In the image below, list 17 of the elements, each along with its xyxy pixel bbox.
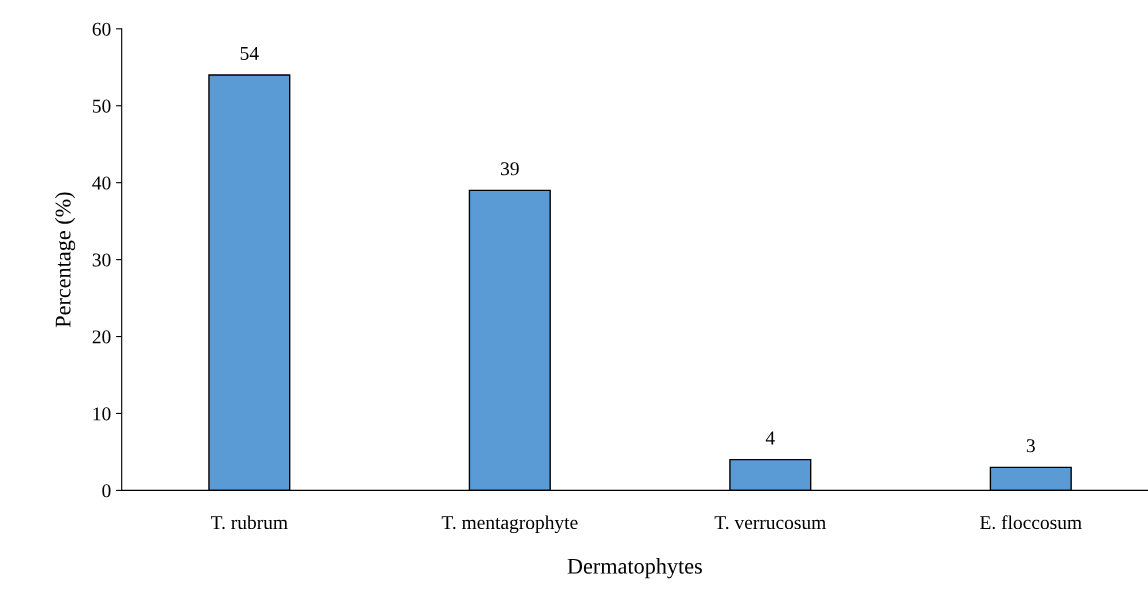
y-tick-label: 30	[92, 253, 111, 267]
x-tick-label: E. floccosum	[980, 515, 1082, 530]
data-label: 39	[501, 162, 519, 176]
y-tick-label: 10	[93, 407, 111, 421]
x-tick-label: T. mentagrophyte	[441, 515, 578, 534]
x-tick-label: T. verrucosum	[714, 516, 826, 530]
y-tick-label: 60	[92, 22, 111, 36]
data-label: 3	[1026, 439, 1035, 453]
y-tick-label: 20	[92, 330, 111, 344]
x-axis-title: Dermatophytes	[567, 558, 702, 579]
y-tick-label: 50	[92, 99, 111, 113]
data-label: 4	[765, 431, 775, 445]
y-tick-label: 40	[92, 176, 111, 190]
data-label: 54	[240, 46, 259, 60]
y-axis-title: Percentage (%)	[54, 192, 76, 328]
x-tick-label: T. rubrum	[210, 515, 288, 530]
y-tick-label: 0	[102, 484, 111, 498]
